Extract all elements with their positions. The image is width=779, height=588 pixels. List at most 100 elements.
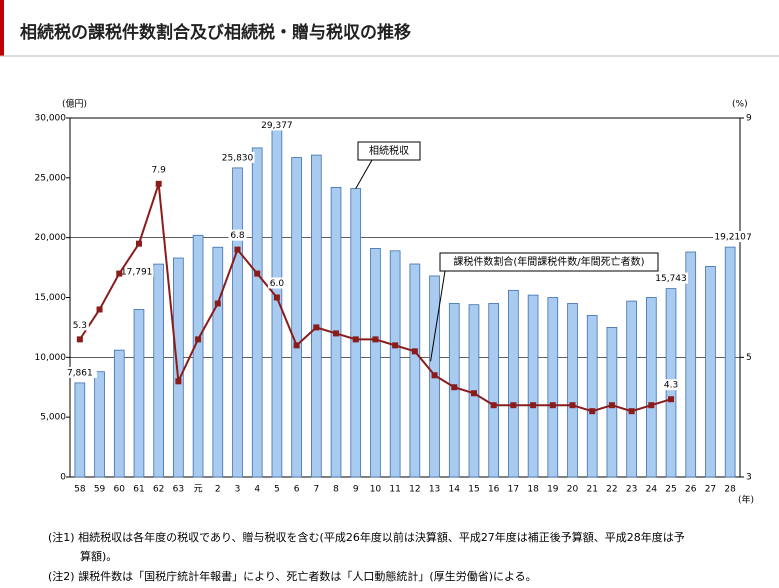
- x-tick-label: 19: [547, 485, 559, 495]
- data-label: 17,791: [121, 268, 153, 278]
- note: 算額)。: [80, 549, 117, 563]
- x-tick-label: 59: [94, 485, 106, 495]
- bar: [291, 157, 302, 478]
- x-tick-label: 2: [215, 485, 221, 495]
- legend-box: [439, 252, 659, 272]
- x-tick-label: 9: [353, 485, 359, 495]
- x-tick-label: 61: [133, 485, 144, 495]
- x-tick-label: 20: [567, 485, 579, 495]
- label-bg: [662, 379, 681, 391]
- leader: [355, 159, 373, 189]
- data-label: 7,861: [67, 368, 93, 378]
- plot-frame: [69, 117, 741, 478]
- x-tick-label: 10: [370, 485, 382, 495]
- label-bg: [654, 272, 689, 284]
- x-tick-label: 17: [508, 485, 519, 495]
- bar: [251, 147, 263, 478]
- marker: [273, 294, 280, 301]
- bar: [232, 167, 243, 478]
- x-tick-label: 27: [705, 485, 716, 495]
- x-tick-label: 5: [274, 485, 280, 495]
- marker: [392, 342, 399, 349]
- marker: [628, 408, 635, 415]
- bar: [113, 349, 125, 478]
- bar: [350, 188, 362, 478]
- marker: [333, 330, 340, 337]
- x-tick-label: 23: [626, 485, 637, 495]
- bar: [705, 265, 716, 478]
- bar: [310, 154, 322, 478]
- y-tick-label: 5,000: [40, 413, 66, 423]
- x-tick-label: 21: [586, 485, 597, 495]
- bar: [547, 297, 559, 478]
- y-unit: (億円): [62, 98, 87, 110]
- marker: [668, 396, 675, 403]
- bar: [173, 257, 184, 478]
- marker: [451, 384, 458, 391]
- x-unit: (年): [738, 494, 754, 506]
- y-tick-label: 25,000: [35, 173, 67, 183]
- x-tick-label: 元: [194, 485, 203, 495]
- x-tick-label: 63: [173, 485, 184, 495]
- bar: [527, 294, 539, 478]
- label-bg: [259, 119, 294, 131]
- x-tick-label: 3: [235, 485, 241, 495]
- label-bg: [228, 229, 247, 241]
- x-tick-label: 7: [313, 485, 319, 495]
- x-tick-label: 28: [724, 485, 736, 495]
- x-tick-label: 22: [606, 485, 617, 495]
- data-label: 25,830: [222, 153, 254, 163]
- title-accent: [0, 0, 4, 56]
- y-tick-label: 30,000: [35, 114, 67, 124]
- label-bg: [220, 151, 255, 163]
- y2-tick-label: 7: [746, 233, 752, 243]
- marker: [313, 324, 320, 331]
- y2-tick-label: 3: [746, 473, 752, 483]
- x-tick-label: 58: [74, 485, 86, 495]
- y2-unit: (%): [732, 100, 748, 110]
- marker: [214, 300, 221, 307]
- x-tick-label: 18: [527, 485, 539, 495]
- leader: [430, 270, 446, 362]
- bar: [212, 246, 224, 478]
- y2-tick-label: 5: [746, 353, 752, 363]
- marker: [470, 390, 477, 397]
- marker: [175, 378, 182, 385]
- label-bg: [713, 231, 748, 243]
- marker: [254, 270, 261, 277]
- y2-tick-label: 9: [746, 114, 752, 124]
- y-tick-label: 0: [60, 473, 66, 483]
- data-label: 4.3: [664, 381, 678, 391]
- label-bg: [149, 163, 168, 175]
- marker: [155, 180, 162, 187]
- x-tick-label: 25: [665, 485, 676, 495]
- note: (注2) 課税件数は「国税庁統計年報書」により、死亡者数は「人口動態統計」(厚生…: [48, 569, 537, 583]
- bar: [626, 300, 637, 478]
- marker: [490, 402, 497, 409]
- marker: [549, 402, 556, 409]
- marker: [234, 246, 241, 253]
- x-tick-label: 12: [409, 485, 420, 495]
- label-bg: [70, 319, 89, 331]
- bar: [74, 382, 86, 478]
- bar: [508, 289, 519, 478]
- bar: [370, 248, 381, 478]
- marker: [135, 240, 142, 247]
- label-bg: [267, 277, 286, 289]
- y-tick-label: 15,000: [35, 293, 67, 303]
- x-tick-label: 15: [468, 485, 479, 495]
- data-label: 29,377: [261, 121, 293, 131]
- data-label: 5.3: [73, 321, 87, 331]
- x-tick-label: 24: [646, 485, 658, 495]
- bar: [409, 263, 421, 478]
- x-tick-label: 11: [389, 485, 400, 495]
- x-tick-label: 16: [488, 485, 500, 495]
- bar: [645, 297, 657, 478]
- chart-title: 相続税の課税件数割合及び相続税・贈与税収の推移: [20, 22, 411, 43]
- marker: [510, 402, 517, 409]
- marker: [411, 348, 418, 355]
- data-label: 6.8: [230, 231, 245, 241]
- label-bg: [62, 366, 97, 378]
- x-tick-label: 26: [685, 485, 697, 495]
